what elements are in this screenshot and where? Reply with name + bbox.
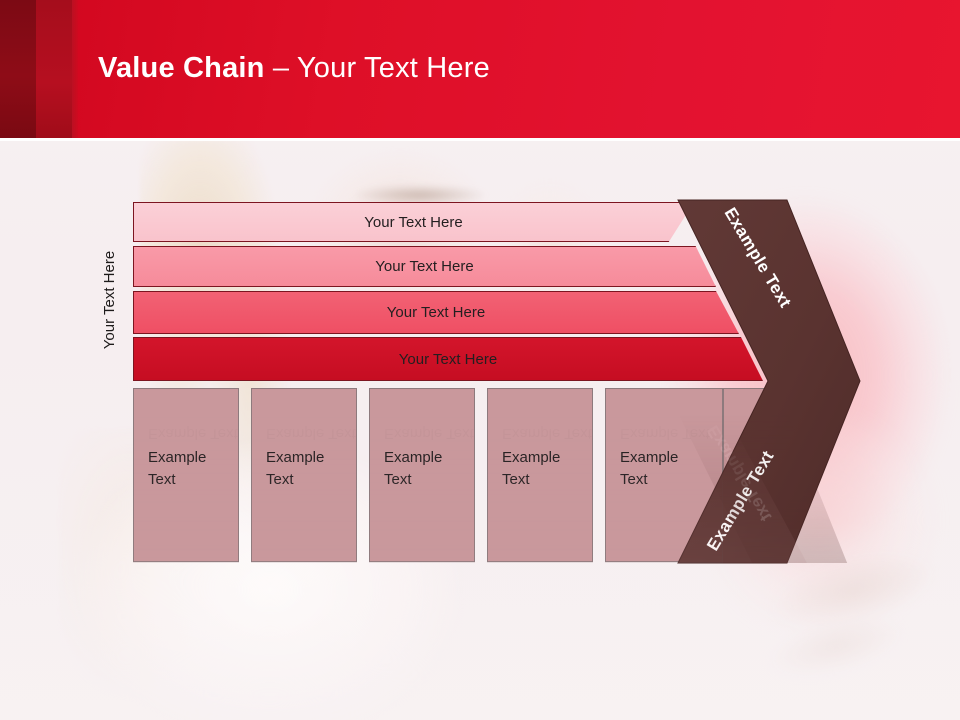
support-box-4[interactable]: Example Text	[487, 388, 593, 562]
support-box-1[interactable]: Example Text	[133, 388, 239, 562]
header-band-dark	[0, 0, 36, 138]
support-box-3-line1: Example	[384, 449, 443, 466]
support-activities-row: Example Text Example Text Example Text E…	[133, 388, 807, 562]
page-title-light: – Your Text Here	[264, 52, 490, 84]
support-box-1-line1: Example	[148, 449, 207, 466]
header-band-edge	[72, 0, 78, 138]
header-underline	[0, 138, 960, 141]
chain-bar-4[interactable]: Your Text Here	[133, 337, 763, 381]
page-title: Value Chain – Your Text Here	[98, 52, 490, 85]
support-box-5-line1: Example	[620, 449, 679, 466]
support-box-2-line2: Text	[266, 470, 294, 488]
chevron-arrow-shape[interactable]	[677, 199, 861, 564]
page-title-strong: Value Chain	[98, 52, 265, 84]
support-box-2[interactable]: Example Text	[251, 388, 357, 562]
chain-bar-1[interactable]: Your Text Here	[133, 202, 694, 242]
support-box-5-line2: Text	[620, 470, 648, 488]
slide-header: Value Chain – Your Text Here	[0, 0, 960, 138]
support-box-4-line2: Text	[502, 470, 530, 488]
support-box-2-line1: Example	[266, 449, 325, 466]
support-box-1-line2: Text	[148, 470, 176, 488]
header-band-mid	[36, 0, 72, 138]
support-box-3-line2: Text	[384, 470, 412, 488]
support-box-4-line1: Example	[502, 449, 561, 466]
support-box-3[interactable]: Example Text	[369, 388, 475, 562]
